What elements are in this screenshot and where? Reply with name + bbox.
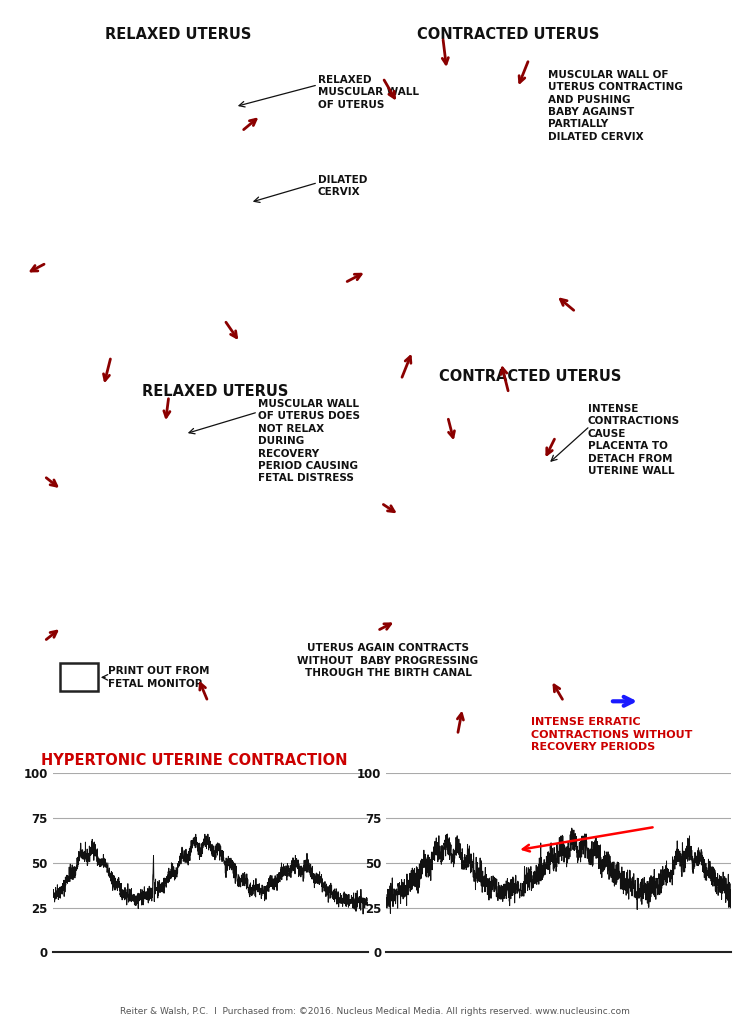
Text: INTENSE ERRATIC
CONTRACTIONS WITHOUT
RECOVERY PERIODS: INTENSE ERRATIC CONTRACTIONS WITHOUT REC… xyxy=(531,717,692,753)
Text: CONTRACTED UTERUS: CONTRACTED UTERUS xyxy=(417,27,599,42)
Text: HYPERTONIC UTERINE CONTRACTION: HYPERTONIC UTERINE CONTRACTION xyxy=(41,753,347,768)
Text: DILATED
CERVIX: DILATED CERVIX xyxy=(318,174,368,197)
Text: RELAXED
MUSCULAR WALL
OF UTERUS: RELAXED MUSCULAR WALL OF UTERUS xyxy=(318,75,419,110)
Text: CONTRACTED UTERUS: CONTRACTED UTERUS xyxy=(439,369,621,384)
Text: MUSCULAR WALL
OF UTERUS DOES
NOT RELAX
DURING
RECOVERY
PERIOD CAUSING
FETAL DIST: MUSCULAR WALL OF UTERUS DOES NOT RELAX D… xyxy=(258,399,360,483)
Text: RELAXED UTERUS: RELAXED UTERUS xyxy=(105,27,251,42)
Text: INTENSE
CONTRACTIONS
CAUSE
PLACENTA TO
DETACH FROM
UTERINE WALL: INTENSE CONTRACTIONS CAUSE PLACENTA TO D… xyxy=(588,404,680,476)
Bar xyxy=(60,664,98,691)
Text: PRINT OUT FROM
FETAL MONITOR: PRINT OUT FROM FETAL MONITOR xyxy=(108,666,209,689)
Text: RELAXED UTERUS: RELAXED UTERUS xyxy=(142,384,288,399)
Text: Reiter & Walsh, P.C.  I  Purchased from: ©2016. Nucleus Medical Media. All right: Reiter & Walsh, P.C. I Purchased from: ©… xyxy=(120,1007,630,1016)
Text: UTERUS AGAIN CONTRACTS
WITHOUT  BABY PROGRESSING
THROUGH THE BIRTH CANAL: UTERUS AGAIN CONTRACTS WITHOUT BABY PROG… xyxy=(298,643,478,678)
Text: MUSCULAR WALL OF
UTERUS CONTRACTING
AND PUSHING
BABY AGAINST
PARTIALLY
DILATED C: MUSCULAR WALL OF UTERUS CONTRACTING AND … xyxy=(548,70,682,142)
